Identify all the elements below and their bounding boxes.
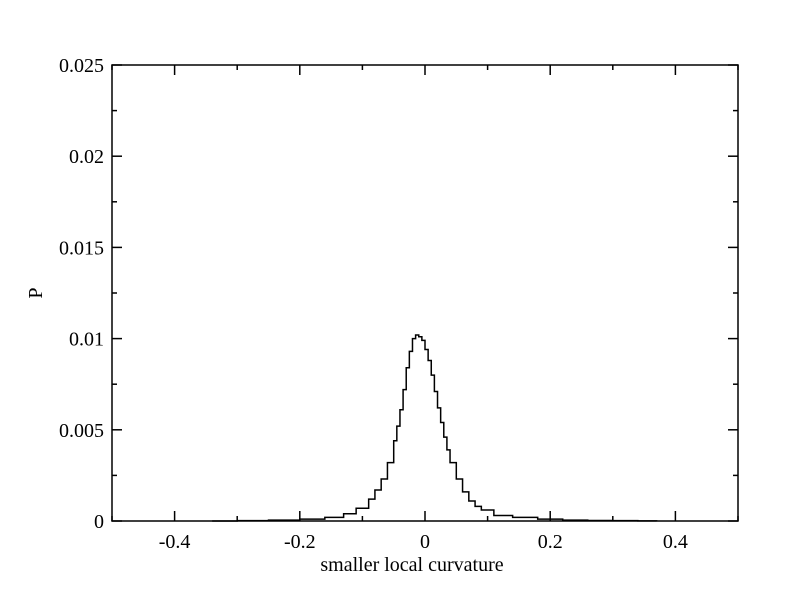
y-axis: 0 0.005 0.01 0.015 0.02 0.025: [59, 55, 738, 533]
x-tick-label: 0: [420, 531, 430, 553]
x-axis: -0.4 -0.2 0 0.2 0.4: [111, 65, 739, 553]
y-tick-label: 0.015: [59, 237, 104, 259]
series-line: [212, 334, 658, 522]
plot-frame: [111, 64, 739, 522]
y-tick-label: 0.01: [69, 329, 104, 351]
plot-area: [212, 334, 658, 522]
y-tick-label: 0.005: [59, 420, 104, 442]
y-tick-label: 0: [94, 511, 104, 533]
y-tick-label: 0.025: [59, 55, 104, 77]
x-tick-label: -0.2: [284, 531, 316, 553]
x-tick-label: 0.4: [663, 531, 688, 553]
x-tick-label: 0.2: [538, 531, 563, 553]
x-axis-title: smaller local curvature: [320, 554, 503, 576]
y-tick-label: 0.02: [69, 146, 104, 168]
x-tick-label: -0.4: [159, 531, 191, 553]
y-axis-title: P: [25, 287, 47, 298]
